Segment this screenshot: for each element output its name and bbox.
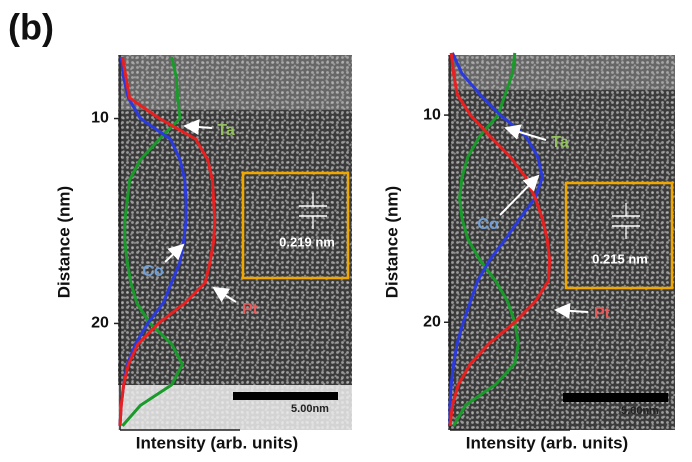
series-label: Co — [142, 263, 164, 280]
figure: (b) 10 20 Distance (nm) Intensity (arb. uni… — [0, 0, 692, 462]
tick-label: 20 — [91, 315, 109, 332]
axis-title: Distance (nm) — [54, 186, 73, 298]
tick-label: 10 — [423, 106, 441, 123]
lattice-spacing: 0.219 nm — [279, 234, 335, 249]
lattice-spacing: 0.215 nm — [592, 251, 648, 266]
axis-title: Intensity (arb. units) — [136, 433, 298, 452]
axis-title: Intensity (arb. units) — [466, 433, 628, 452]
series-label: Pt — [594, 305, 611, 322]
scale-bar — [233, 392, 338, 400]
series-label: Ta — [217, 122, 235, 139]
tem-texture — [448, 55, 675, 430]
tem-light-top — [118, 55, 352, 110]
axis-title: Distance (nm) — [382, 186, 401, 298]
figure-label: (b) — [8, 7, 54, 48]
series-label: Ta — [551, 134, 569, 151]
scale-bar — [563, 393, 668, 402]
series-label: Co — [477, 216, 499, 233]
tick-label: 20 — [423, 313, 441, 330]
tem-light-top — [448, 55, 675, 90]
scale-bar-label: 5.00nm — [621, 405, 659, 417]
tick-label: 10 — [91, 110, 109, 127]
scale-bar-label: 5.00nm — [291, 403, 329, 415]
series-label: Pt — [242, 301, 259, 318]
